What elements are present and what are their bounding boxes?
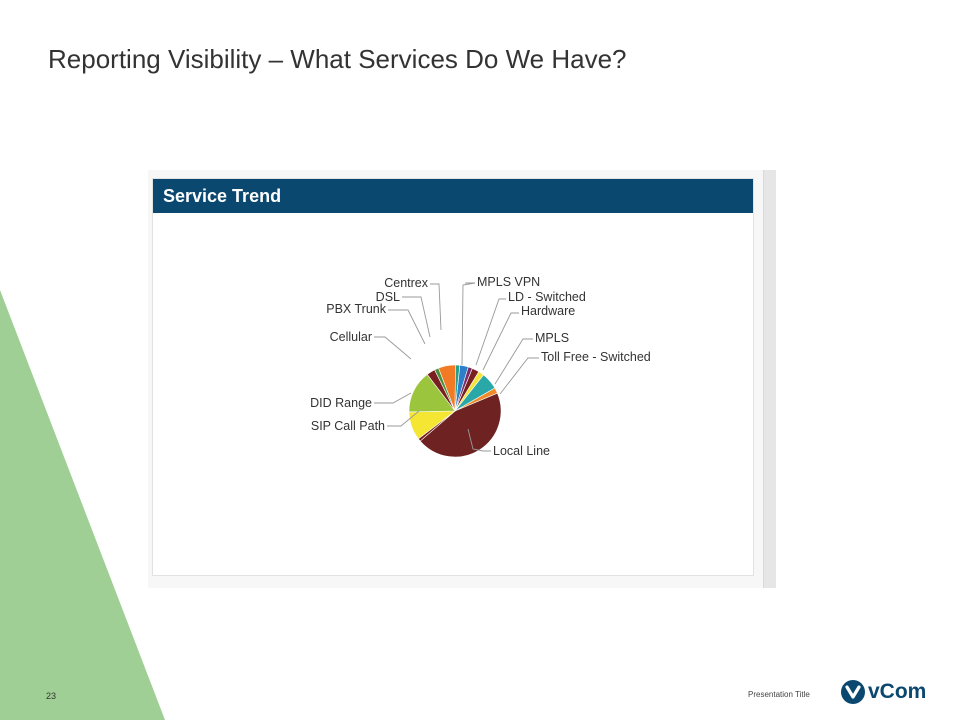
leader-line-local-line: [467, 428, 491, 452]
service-trend-widget: Service Trend MPLS VPN LD - Switched Hardw…: [152, 178, 754, 576]
leader-line-mpls: [494, 338, 533, 385]
pie-label-did-range: DID Range: [310, 396, 372, 410]
leader-line-did-range: [374, 392, 412, 404]
leader-line-cellular: [374, 336, 412, 360]
leader-line-mpls-vpn: [461, 282, 476, 366]
widget-title: Service Trend: [153, 179, 753, 213]
pie-label-pbx-trunk: PBX Trunk: [326, 302, 386, 316]
slide-title: Reporting Visibility – What Services Do …: [48, 44, 627, 74]
leader-line-dsl: [402, 296, 431, 338]
leader-line-ld-switched: [475, 298, 506, 366]
pie-label-toll-free-switched: Toll Free - Switched: [541, 350, 651, 364]
vcom-logo-text: vCom: [868, 680, 927, 703]
pie-label-mpls: MPLS: [535, 331, 569, 345]
leader-line-hardware: [482, 312, 519, 371]
footer-presentation-title: Presentation Title: [748, 690, 810, 699]
pie-label-dsl: DSL: [376, 290, 400, 304]
leader-line-centrex: [430, 283, 442, 331]
vcom-logo-icon: [841, 680, 865, 704]
pie-label-mpls-vpn: MPLS VPN: [477, 275, 540, 289]
pie-label-sip-call-path: SIP Call Path: [311, 419, 385, 433]
leader-line-pbx-trunk: [388, 309, 426, 345]
pie-label-centrex: Centrex: [384, 276, 429, 290]
pie-label-ld-switched: LD - Switched: [508, 290, 586, 304]
pie-slice-mpls-vpn[interactable]: [454, 364, 461, 412]
leader-line-toll-free-switched: [499, 357, 539, 395]
scrollbar[interactable]: [763, 170, 776, 588]
vcom-logo: vCom: [841, 680, 931, 706]
pie-label-local-line: Local Line: [493, 444, 550, 458]
pie-label-cellular: Cellular: [330, 330, 372, 344]
page-number: 23: [46, 691, 57, 701]
leader-line-sip-call-path: [387, 410, 420, 427]
pie-label-hardware: Hardware: [521, 304, 575, 318]
